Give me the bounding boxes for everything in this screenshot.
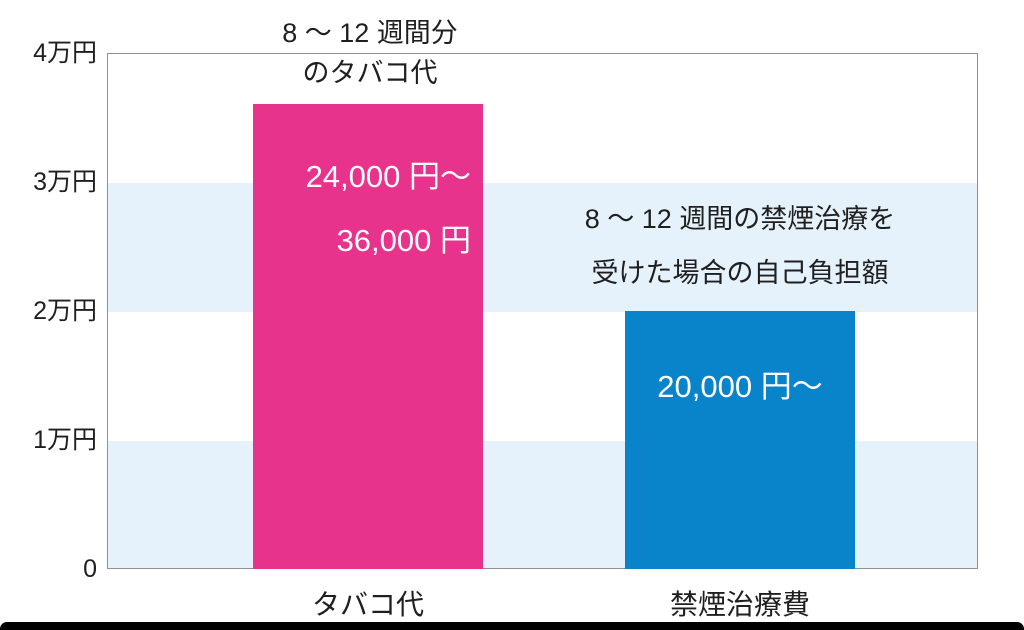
xlabel-tobacco: タバコ代 [311,589,424,620]
treatment-value-line1: 20,000 円〜 [657,369,823,404]
ytick-zero: 0 [83,555,97,583]
treatment-annotation-line1: 8 〜 12 週間の禁煙治療を [584,204,896,234]
bar-treatment-cost [625,311,855,569]
tobacco-annotation-line2: のタバコ代 [302,58,438,88]
xlabel-treatment: 禁煙治療費 [669,589,810,620]
ytick-3man: 3万円 [33,168,97,196]
treatment-annotation-line2: 受けた場合の自己負担額 [591,258,889,288]
tobacco-value-line2: 36,000 円 [336,223,471,258]
bottom-black-strip [0,622,1024,630]
tobacco-annotation-line1: 8 〜 12 週間分 [282,18,458,48]
tobacco-value-line1: 24,000 円〜 [305,159,471,194]
ytick-1man: 1万円 [33,426,97,454]
ytick-2man: 2万円 [33,297,97,325]
bar-tobacco-cost [253,104,483,569]
ytick-4man: 4万円 [33,39,97,67]
gridband-3man-2man [108,183,977,312]
